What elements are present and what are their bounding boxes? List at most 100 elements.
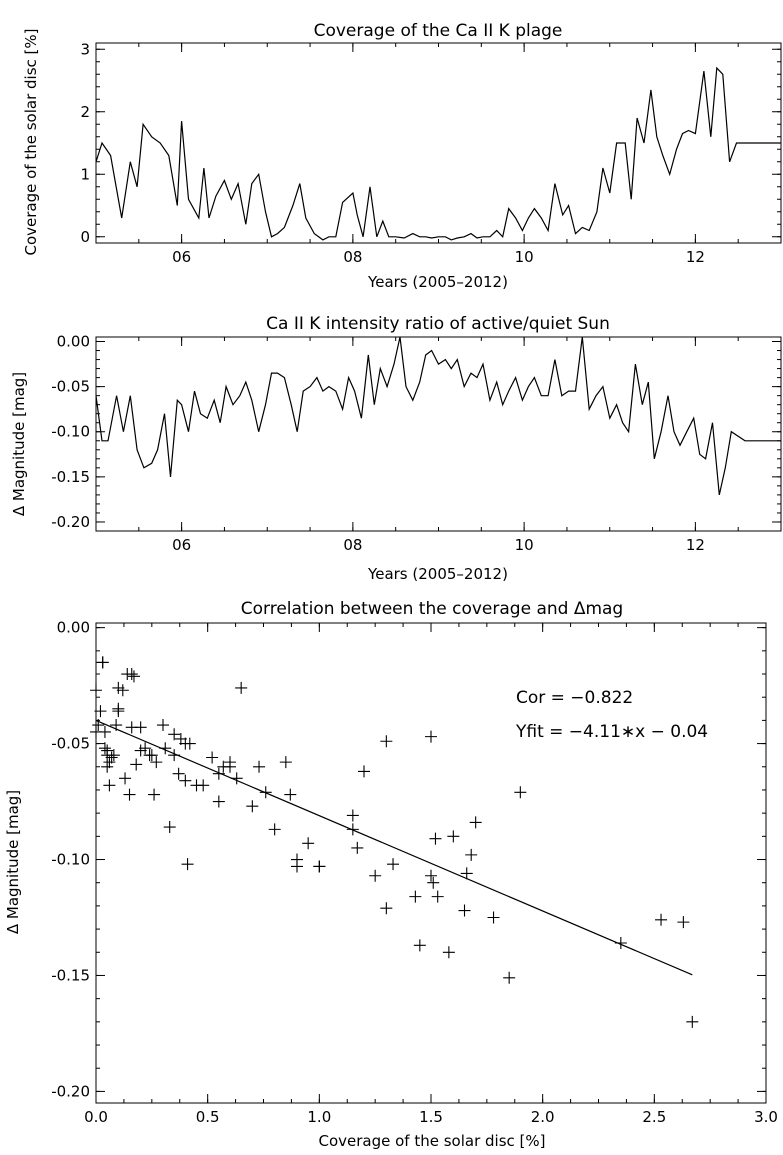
scatter-point <box>268 823 281 836</box>
panel3-title: Correlation between the coverage and Δma… <box>241 599 623 619</box>
x-tick-label: 08 <box>343 248 362 266</box>
scatter-point <box>279 756 292 769</box>
x-tick-label: 06 <box>172 536 191 554</box>
scatter-point <box>105 751 118 764</box>
scatter-point <box>112 702 125 715</box>
scatter-point <box>351 841 364 854</box>
panel1-ylabel: Coverage of the solar disc [%] <box>22 28 40 255</box>
x-tick-label: 10 <box>515 536 534 554</box>
y-tick-label: -0.20 <box>51 513 90 531</box>
scatter-point <box>94 705 107 718</box>
series-line <box>96 66 781 241</box>
x-tick-label: 0.5 <box>196 1108 220 1126</box>
panel-coverage-timeseries: Coverage of the Ca II K plage Years (200… <box>22 21 782 291</box>
x-tick-label: 1.5 <box>419 1108 443 1126</box>
x-tick-label: 12 <box>686 536 705 554</box>
y-tick-label: 3 <box>80 40 90 58</box>
scatter-point <box>514 786 527 799</box>
x-tick-label: 10 <box>515 248 534 266</box>
scatter-point <box>427 876 440 889</box>
scatter-point <box>181 858 194 871</box>
panel3-ylabel: Δ Magnitude [mag] <box>4 790 22 934</box>
scatter-point <box>101 760 114 773</box>
series-line <box>96 337 781 496</box>
scatter-point <box>503 971 516 984</box>
scatter-point <box>253 760 266 773</box>
x-tick-label: 1.0 <box>307 1108 331 1126</box>
scatter-point <box>387 858 400 871</box>
scatter-point <box>127 670 140 683</box>
scatter-point <box>442 946 455 959</box>
scatter-point <box>358 765 370 778</box>
x-tick-label: 0.0 <box>84 1108 108 1126</box>
x-tick-label: 2.0 <box>531 1108 555 1126</box>
scatter-point <box>212 767 225 780</box>
scatter-point <box>212 795 225 808</box>
y-tick-label: 1 <box>80 165 90 183</box>
y-tick-label: 0 <box>80 228 90 246</box>
scatter-point <box>487 911 500 924</box>
scatter-point <box>246 800 259 813</box>
scatter-point <box>313 860 326 873</box>
scatter-point <box>655 913 668 926</box>
scatter-point <box>447 830 460 843</box>
x-tick-label: 06 <box>172 248 191 266</box>
scatter-point <box>409 890 422 903</box>
scatter-point <box>168 728 181 741</box>
x-tick-label: 08 <box>343 536 362 554</box>
scatter-point <box>206 751 219 764</box>
scatter-point <box>157 719 169 732</box>
scatter-point <box>96 656 109 669</box>
scatter-point <box>148 788 161 801</box>
scatter-point <box>150 756 163 769</box>
panel-intensity-ratio-timeseries: Ca II K intensity ratio of active/quiet … <box>10 314 782 583</box>
panel2-title: Ca II K intensity ratio of active/quiet … <box>266 314 610 334</box>
scatter-point <box>179 774 192 787</box>
scatter-point <box>112 681 125 694</box>
scatter-point <box>125 668 138 681</box>
scatter-point <box>123 788 136 801</box>
scatter-point <box>103 756 116 769</box>
y-tick-label: -0.15 <box>51 468 90 486</box>
fit-line <box>95 719 693 976</box>
scatter-point <box>425 869 437 882</box>
scatter-point <box>686 1015 699 1028</box>
panel2-ylabel: Δ Magnitude [mag] <box>10 372 28 516</box>
scatter-point <box>172 767 185 780</box>
panel2-xlabel: Years (2005–2012) <box>367 565 508 583</box>
scatter-point <box>235 681 248 694</box>
scatter-point <box>179 737 192 750</box>
scatter-point <box>460 867 473 880</box>
scatter-point <box>101 744 114 757</box>
scatter-point <box>197 779 210 792</box>
scatter-point <box>284 788 297 801</box>
y-tick-label: 0.00 <box>57 619 90 637</box>
scatter-point <box>145 749 158 762</box>
scatter-point <box>119 772 132 785</box>
correlation-annotation: Cor = −0.822 <box>516 688 633 708</box>
y-tick-label: -0.10 <box>51 851 90 869</box>
y-tick-label: -0.05 <box>51 735 90 753</box>
scatter-point <box>134 744 147 757</box>
scatter-point <box>677 916 690 929</box>
y-tick-label: -0.05 <box>51 378 90 396</box>
y-tick-label: 0.00 <box>57 333 90 351</box>
scatter-point <box>302 837 315 850</box>
scatter-point <box>380 735 393 748</box>
scatter-point <box>224 760 236 773</box>
plot-frame <box>95 336 782 532</box>
scatter-point <box>163 821 176 834</box>
scatter-point <box>431 890 444 903</box>
x-tick-label: 2.5 <box>642 1108 666 1126</box>
panel1-xlabel: Years (2005–2012) <box>367 273 508 291</box>
fit-annotation: Yfit = −4.11∗x − 0.04 <box>515 722 708 742</box>
scatter-point <box>130 758 143 771</box>
y-tick-label: -0.20 <box>51 1082 90 1100</box>
scatter-point <box>425 730 437 743</box>
scatter-point <box>458 904 471 917</box>
scatter-point <box>98 742 111 755</box>
scatter-point <box>413 939 426 952</box>
panel-correlation-scatter: Correlation between the coverage and Δma… <box>4 599 778 1150</box>
scatter-point <box>369 869 382 882</box>
